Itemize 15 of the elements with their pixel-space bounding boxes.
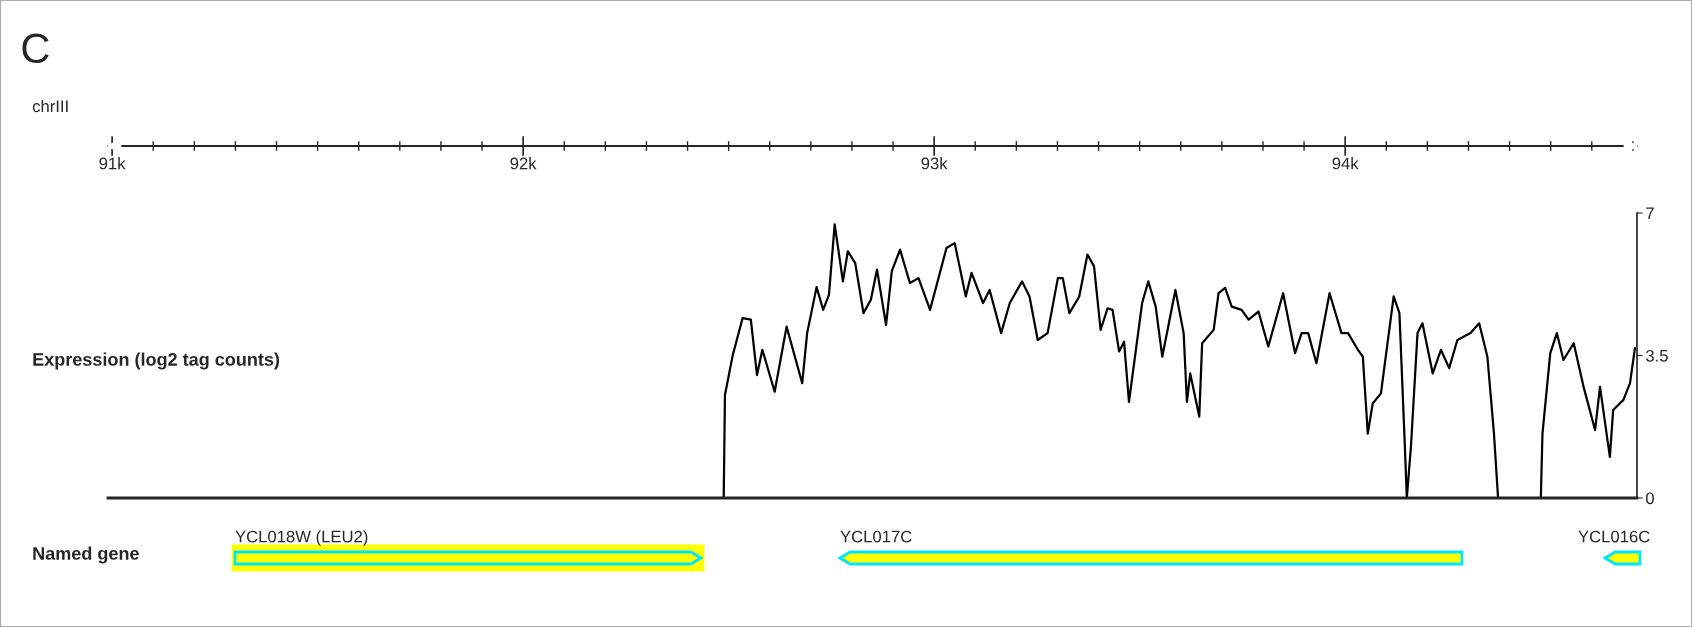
text: YCL016C xyxy=(1578,530,1650,543)
x-tick-label: 93k xyxy=(921,157,948,170)
x-tick-label: 94k xyxy=(1332,157,1359,170)
y-tick-label: 3.5 xyxy=(1645,349,1668,362)
text: Named gene xyxy=(33,546,139,564)
x-tick-label: 92k xyxy=(510,157,537,170)
y-tick-label: 0 xyxy=(1645,492,1654,505)
line-series xyxy=(722,223,1637,498)
text: YCL018W (LEU2) xyxy=(235,530,368,546)
x-tick-label: 91k xyxy=(99,157,126,170)
text: YCL017C xyxy=(840,530,912,543)
y-tick-label: 7 xyxy=(1646,207,1654,220)
x-axis-title: chrIII xyxy=(32,99,68,113)
chart-title: C xyxy=(22,33,49,64)
y-axis-title: Expression (log2 tag counts) xyxy=(33,352,280,370)
